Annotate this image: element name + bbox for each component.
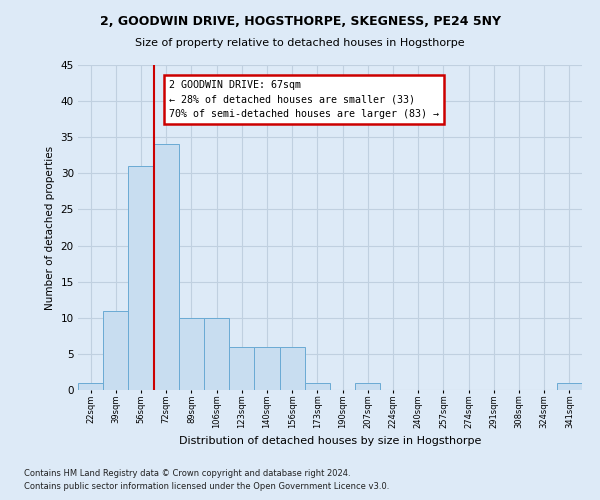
Bar [103, 310, 128, 390]
Bar [557, 383, 582, 390]
Bar [204, 318, 229, 390]
Bar [154, 144, 179, 390]
Bar [229, 346, 254, 390]
Text: 2 GOODWIN DRIVE: 67sqm
← 28% of detached houses are smaller (33)
70% of semi-det: 2 GOODWIN DRIVE: 67sqm ← 28% of detached… [169, 80, 439, 119]
Text: Contains HM Land Registry data © Crown copyright and database right 2024.: Contains HM Land Registry data © Crown c… [24, 468, 350, 477]
Text: Size of property relative to detached houses in Hogsthorpe: Size of property relative to detached ho… [135, 38, 465, 48]
Bar [179, 318, 204, 390]
Text: 2, GOODWIN DRIVE, HOGSTHORPE, SKEGNESS, PE24 5NY: 2, GOODWIN DRIVE, HOGSTHORPE, SKEGNESS, … [100, 15, 500, 28]
Bar [78, 383, 103, 390]
Bar [280, 346, 305, 390]
X-axis label: Distribution of detached houses by size in Hogsthorpe: Distribution of detached houses by size … [179, 436, 481, 446]
Bar [254, 346, 280, 390]
Bar [355, 383, 380, 390]
Bar [305, 383, 330, 390]
Y-axis label: Number of detached properties: Number of detached properties [45, 146, 55, 310]
Bar [128, 166, 154, 390]
Text: Contains public sector information licensed under the Open Government Licence v3: Contains public sector information licen… [24, 482, 389, 491]
